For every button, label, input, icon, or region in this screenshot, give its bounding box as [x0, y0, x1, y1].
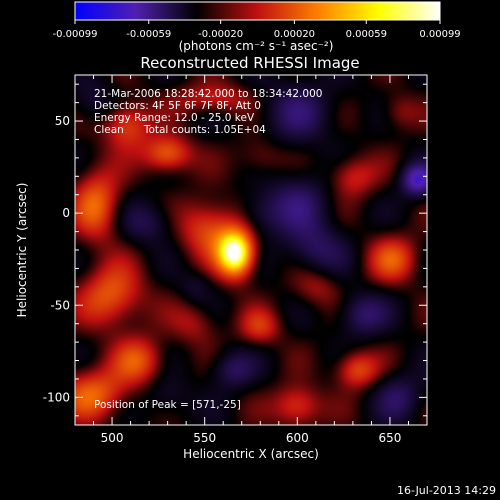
colorbar-tick-label: -0.00020	[198, 29, 243, 40]
colorbar-tick-label: -0.00099	[53, 29, 98, 40]
colorbar-tick-label: 0.00020	[274, 29, 315, 40]
y-axis-ticks: 50 0 -50 -100	[43, 83, 427, 417]
annotation-detectors: Detectors: 4F 5F 6F 7F 8F, Att 0	[94, 100, 261, 112]
colorbar-gradient	[74, 1, 441, 21]
y-tick-label: -50	[50, 298, 70, 312]
colorbar-unit-label: (photons cm⁻² s⁻¹ asec⁻²)	[179, 39, 334, 53]
x-tick-label: 500	[101, 431, 124, 445]
y-tick-label: 50	[55, 114, 70, 128]
y-tick-label: -100	[43, 390, 70, 404]
y-tick-label: 0	[62, 206, 70, 220]
annotation-energy: Energy Range: 12.0 - 25.0 keV	[94, 112, 255, 124]
footer-date: 16-Jul-2013 14:29	[397, 484, 496, 497]
x-tick-label: 600	[286, 431, 309, 445]
x-tick-label: 550	[193, 431, 216, 445]
colorbar-tick-label: 0.00099	[419, 29, 460, 40]
colorbar: -0.00099 -0.00059 -0.00020 0.00020 0.00059 0.…	[53, 1, 461, 53]
x-axis-label: Heliocentric X (arcsec)	[183, 447, 319, 461]
x-axis-ticks: 500 550 600 650	[74, 75, 428, 445]
annotation-time: 21-Mar-2006 18:28:42.000 to 18:34:42.000	[94, 88, 322, 100]
annotation-method: Clean Total counts: 1.05E+04	[94, 124, 266, 136]
annotation-peak: Position of Peak = [571,-25]	[94, 399, 241, 411]
colorbar-tick-label: -0.00059	[126, 29, 171, 40]
y-axis-label: Heliocentric Y (arcsec)	[15, 183, 29, 318]
chart-title: Reconstructed RHESSI Image	[140, 54, 359, 72]
colorbar-tick-label: 0.00059	[346, 29, 387, 40]
heatmap-raster	[75, 75, 427, 425]
heatmap-image	[75, 75, 427, 425]
colorbar-ticks: -0.00099 -0.00059 -0.00020 0.00020 0.00059 0.…	[53, 20, 461, 40]
x-tick-label: 650	[378, 431, 401, 445]
annotations: 21-Mar-2006 18:28:42.000 to 18:34:42.000…	[94, 88, 322, 411]
